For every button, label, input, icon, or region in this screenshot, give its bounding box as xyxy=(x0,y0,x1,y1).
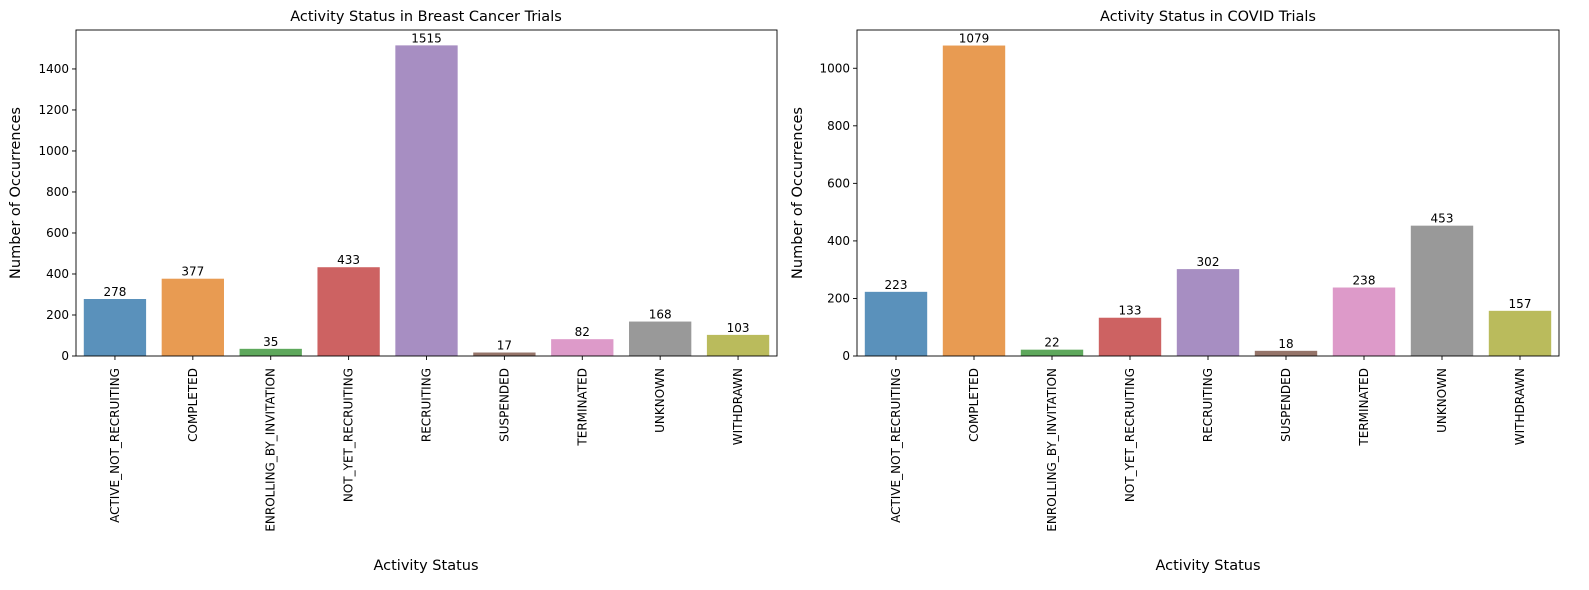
y-tick-label: 1400 xyxy=(38,62,69,76)
x-tick-label: UNKNOWN xyxy=(653,368,667,433)
data-labels: 223 1079 22 133 302 18 238 453 157 xyxy=(885,32,1532,351)
chart-title: Activity Status in COVID Trials xyxy=(1100,9,1316,25)
x-tick-label: WITHDRAWN xyxy=(1513,368,1527,445)
y-tick-label: 800 xyxy=(46,185,69,199)
bar-not-yet-recruiting xyxy=(317,267,380,356)
x-tick-label: TERMINATED xyxy=(575,368,589,447)
bar-not-yet-recruiting xyxy=(1098,317,1162,356)
y-tick-label: 0 xyxy=(842,349,850,363)
y-tick-label: 600 xyxy=(827,176,850,190)
bar-completed xyxy=(942,45,1006,357)
x-tick-label: WITHDRAWN xyxy=(731,368,745,445)
data-label: 433 xyxy=(337,253,360,267)
bar-unknown xyxy=(629,321,692,356)
bars xyxy=(864,45,1552,357)
bar-enrolling-by-invitation xyxy=(1020,349,1084,356)
bar-terminated xyxy=(551,339,614,356)
y-tick-label: 1200 xyxy=(38,103,69,117)
x-axis-ticks: ACTIVE_NOT_RECRUITING COMPLETED ENROLLING_… xyxy=(108,356,745,532)
y-tick-label: 400 xyxy=(46,267,69,281)
data-label: 157 xyxy=(1509,297,1532,311)
data-label: 18 xyxy=(1278,337,1293,351)
y-axis-ticks: 0 200 400 600 800 1000 xyxy=(819,61,857,363)
data-label: 82 xyxy=(575,325,590,339)
x-axis-label: Activity Status xyxy=(1155,558,1260,574)
breast-cancer-chart: Activity Status in Breast Cancer Trials … xyxy=(8,9,778,574)
data-label: 35 xyxy=(263,335,278,349)
data-label: 302 xyxy=(1197,255,1220,269)
bar-withdrawn xyxy=(1488,310,1552,356)
y-tick-label: 1000 xyxy=(819,61,850,75)
bar-withdrawn xyxy=(706,334,770,356)
data-label: 168 xyxy=(649,308,672,322)
bar-completed xyxy=(161,278,224,356)
data-label: 223 xyxy=(885,278,908,292)
data-label: 238 xyxy=(1353,274,1376,288)
bar-active-not-recruiting xyxy=(864,291,928,356)
x-tick-label: UNKNOWN xyxy=(1435,368,1449,433)
data-labels: 278 377 35 433 1515 17 82 168 103 xyxy=(103,31,749,352)
x-tick-label: SUSPENDED xyxy=(497,368,511,442)
bars xyxy=(83,45,770,357)
x-tick-label: RECRUITING xyxy=(1201,368,1215,442)
x-tick-label: NOT_YET_RECRUITING xyxy=(1123,368,1137,502)
data-label: 103 xyxy=(727,321,750,335)
y-tick-label: 0 xyxy=(61,349,69,363)
data-label: 22 xyxy=(1044,336,1059,350)
bar-enrolling-by-invitation xyxy=(239,348,302,356)
bar-active-not-recruiting xyxy=(83,299,147,356)
bar-recruiting xyxy=(395,45,458,357)
data-label: 1515 xyxy=(411,31,442,45)
y-tick-label: 1000 xyxy=(38,144,69,158)
x-tick-label: ACTIVE_NOT_RECRUITING xyxy=(108,368,122,523)
chart-title: Activity Status in Breast Cancer Trials xyxy=(290,9,562,25)
data-label: 278 xyxy=(103,285,126,299)
x-tick-label: COMPLETED xyxy=(186,368,200,442)
data-label: 1079 xyxy=(959,32,990,46)
bar-terminated xyxy=(1332,287,1396,356)
y-tick-label: 800 xyxy=(827,119,850,133)
y-tick-label: 400 xyxy=(827,234,850,248)
bar-suspended xyxy=(1254,350,1318,356)
data-label: 377 xyxy=(181,265,204,279)
y-tick-label: 600 xyxy=(46,226,69,240)
data-label: 17 xyxy=(497,339,512,353)
bar-unknown xyxy=(1410,225,1474,356)
x-tick-label: ACTIVE_NOT_RECRUITING xyxy=(889,368,903,523)
y-axis-ticks: 0 200 400 600 800 1000 1200 1400 xyxy=(38,62,76,363)
x-tick-label: COMPLETED xyxy=(967,368,981,442)
covid-chart: Activity Status in COVID Trials Number o… xyxy=(790,9,1560,574)
x-tick-label: ENROLLING_BY_INVITATION xyxy=(1045,368,1059,532)
y-tick-label: 200 xyxy=(827,291,850,305)
bar-recruiting xyxy=(1176,269,1240,356)
y-axis-label: Number of Occurrences xyxy=(8,107,24,279)
x-tick-label: TERMINATED xyxy=(1357,368,1371,447)
plot-frame xyxy=(856,29,1560,357)
data-label: 133 xyxy=(1119,304,1142,318)
x-tick-label: NOT_YET_RECRUITING xyxy=(342,368,356,502)
y-tick-label: 200 xyxy=(46,308,69,322)
x-axis-ticks: ACTIVE_NOT_RECRUITING COMPLETED ENROLLING_… xyxy=(889,356,1527,532)
x-axis-label: Activity Status xyxy=(373,558,478,574)
bar-suspended xyxy=(473,352,536,356)
plot-frame xyxy=(75,29,778,357)
x-tick-label: RECRUITING xyxy=(420,368,434,442)
data-label: 453 xyxy=(1431,212,1454,226)
x-tick-label: ENROLLING_BY_INVITATION xyxy=(264,368,278,532)
x-tick-label: SUSPENDED xyxy=(1279,368,1293,442)
y-axis-label: Number of Occurrences xyxy=(790,107,806,279)
